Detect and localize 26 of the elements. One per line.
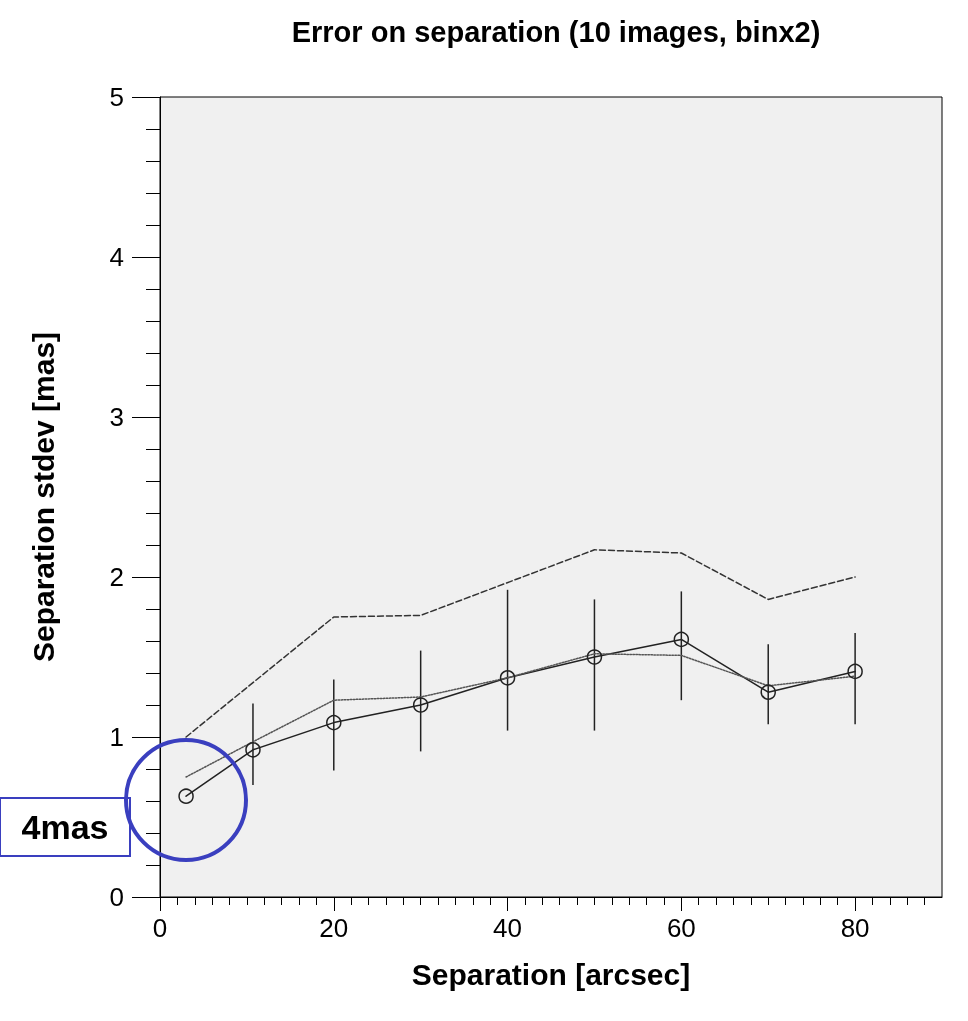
y-tick-label: 1 bbox=[109, 722, 124, 752]
x-tick-label: 20 bbox=[319, 913, 349, 943]
x-tick-label: 40 bbox=[493, 913, 523, 943]
point bbox=[499, 670, 516, 686]
point bbox=[673, 631, 690, 648]
chart-title: Error on separation (10 images, binx2) bbox=[291, 15, 821, 48]
y-axis-title: Separation stdev [mas] bbox=[26, 331, 60, 663]
point bbox=[178, 788, 194, 804]
point bbox=[847, 663, 863, 680]
x-axis-title: Separation [arcsec] bbox=[411, 957, 691, 991]
x-tick-label: 60 bbox=[666, 913, 696, 943]
line-series bbox=[185, 653, 856, 778]
y-tick-label: 5 bbox=[109, 82, 124, 112]
y-tick-label: 3 bbox=[109, 402, 124, 432]
y-tick-label: 0 bbox=[109, 882, 124, 912]
point bbox=[245, 742, 261, 758]
point bbox=[586, 649, 603, 665]
y-tick-label: 4 bbox=[109, 242, 124, 272]
line-series bbox=[185, 549, 856, 738]
annotation: 4mas bbox=[21, 808, 109, 846]
point bbox=[760, 684, 776, 700]
point bbox=[326, 714, 342, 731]
x-tick-label: 0 bbox=[152, 913, 168, 943]
x-tick-label: 80 bbox=[840, 913, 870, 943]
y-tick-label: 2 bbox=[109, 562, 124, 592]
point bbox=[412, 697, 429, 713]
